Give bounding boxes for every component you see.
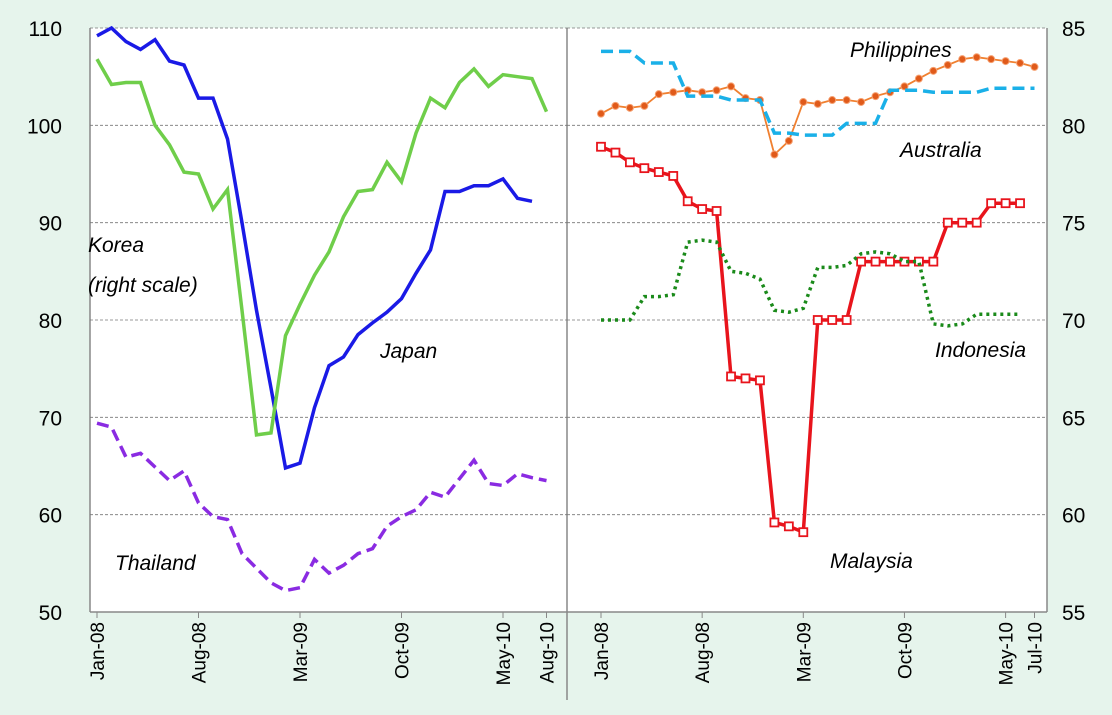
marker bbox=[769, 517, 780, 528]
series-label: Korea bbox=[88, 234, 144, 257]
marker bbox=[727, 82, 736, 91]
annotation: (right scale) bbox=[88, 274, 198, 297]
marker bbox=[597, 109, 605, 118]
marker bbox=[957, 217, 968, 228]
y-tick-label: 110 bbox=[29, 18, 62, 41]
marker bbox=[625, 103, 634, 112]
x-tick-label: Aug-08 bbox=[190, 622, 211, 683]
marker bbox=[625, 157, 635, 168]
marker bbox=[943, 60, 952, 69]
marker bbox=[827, 315, 838, 325]
marker bbox=[726, 371, 736, 382]
marker bbox=[842, 96, 851, 105]
y-tick-label: 60 bbox=[39, 505, 62, 528]
marker bbox=[987, 55, 996, 64]
series-label: Philippines bbox=[850, 39, 952, 62]
marker bbox=[654, 90, 663, 99]
marker bbox=[1001, 57, 1010, 66]
marker bbox=[914, 74, 923, 83]
marker bbox=[942, 217, 953, 228]
marker bbox=[1016, 59, 1025, 68]
marker bbox=[682, 196, 693, 207]
series-line bbox=[601, 238, 1020, 328]
marker bbox=[885, 256, 895, 267]
y-tick-label: 90 bbox=[39, 213, 62, 236]
y-tick-label: 100 bbox=[27, 115, 62, 138]
series-label: Indonesia bbox=[935, 339, 1026, 362]
marker bbox=[611, 101, 620, 110]
series-line bbox=[96, 25, 533, 471]
x-tick-label: Jul-10 bbox=[1026, 622, 1047, 674]
marker bbox=[929, 66, 938, 75]
series-label: Australia bbox=[898, 139, 982, 162]
y-tick-label: 70 bbox=[1062, 310, 1085, 333]
marker bbox=[871, 92, 880, 101]
marker bbox=[1030, 62, 1039, 71]
marker bbox=[755, 375, 765, 386]
y-tick-label: 85 bbox=[1062, 18, 1085, 41]
marker bbox=[986, 198, 997, 209]
x-tick-label: Mar-09 bbox=[794, 622, 815, 682]
marker bbox=[971, 217, 982, 228]
x-tick-label: Jan-08 bbox=[88, 622, 109, 680]
x-tick-label: Oct-09 bbox=[393, 622, 414, 679]
marker bbox=[813, 99, 822, 108]
series-line bbox=[95, 58, 549, 437]
x-tick-label: Aug-08 bbox=[693, 622, 714, 683]
marker bbox=[870, 256, 881, 267]
marker bbox=[812, 315, 823, 325]
marker bbox=[711, 206, 722, 216]
marker bbox=[697, 204, 708, 214]
x-tick-label: May-10 bbox=[997, 622, 1018, 685]
x-tick-label: Jan-08 bbox=[592, 622, 613, 680]
marker bbox=[610, 147, 621, 158]
series-label: Japan bbox=[379, 340, 437, 363]
y-tick-label: 60 bbox=[1062, 505, 1085, 528]
marker bbox=[798, 527, 809, 538]
y-tick-label: 50 bbox=[39, 602, 62, 625]
marker bbox=[669, 88, 678, 97]
marker bbox=[841, 315, 852, 325]
y-tick-label: 80 bbox=[1062, 115, 1085, 138]
series-line bbox=[96, 421, 547, 593]
marker bbox=[668, 171, 679, 181]
x-tick-label: May-10 bbox=[494, 622, 515, 685]
y-tick-label: 75 bbox=[1062, 213, 1085, 236]
marker bbox=[857, 97, 866, 106]
x-tick-label: Mar-09 bbox=[291, 622, 312, 682]
series-label: Thailand bbox=[115, 552, 197, 575]
y-tick-label: 65 bbox=[1062, 407, 1085, 430]
series-line bbox=[601, 49, 1035, 137]
marker bbox=[784, 136, 793, 145]
marker bbox=[1015, 198, 1025, 209]
y-tick-label: 55 bbox=[1062, 602, 1085, 625]
x-tick-label: Oct-09 bbox=[895, 622, 916, 679]
marker bbox=[640, 101, 649, 110]
marker bbox=[712, 86, 721, 95]
marker bbox=[958, 55, 967, 64]
marker bbox=[828, 96, 837, 105]
marker bbox=[653, 167, 664, 177]
series-label: Malaysia bbox=[830, 550, 913, 573]
marker bbox=[1000, 198, 1011, 209]
marker bbox=[740, 373, 751, 384]
marker bbox=[799, 97, 808, 106]
marker bbox=[596, 141, 606, 152]
x-tick-label: Aug-10 bbox=[538, 622, 559, 683]
marker bbox=[770, 150, 779, 159]
marker bbox=[856, 256, 866, 267]
marker bbox=[928, 256, 939, 267]
marker bbox=[639, 163, 650, 174]
y-tick-label: 80 bbox=[39, 310, 62, 333]
y-tick-label: 70 bbox=[39, 407, 62, 430]
marker bbox=[900, 82, 909, 91]
marker bbox=[972, 53, 981, 62]
marker bbox=[783, 521, 794, 532]
